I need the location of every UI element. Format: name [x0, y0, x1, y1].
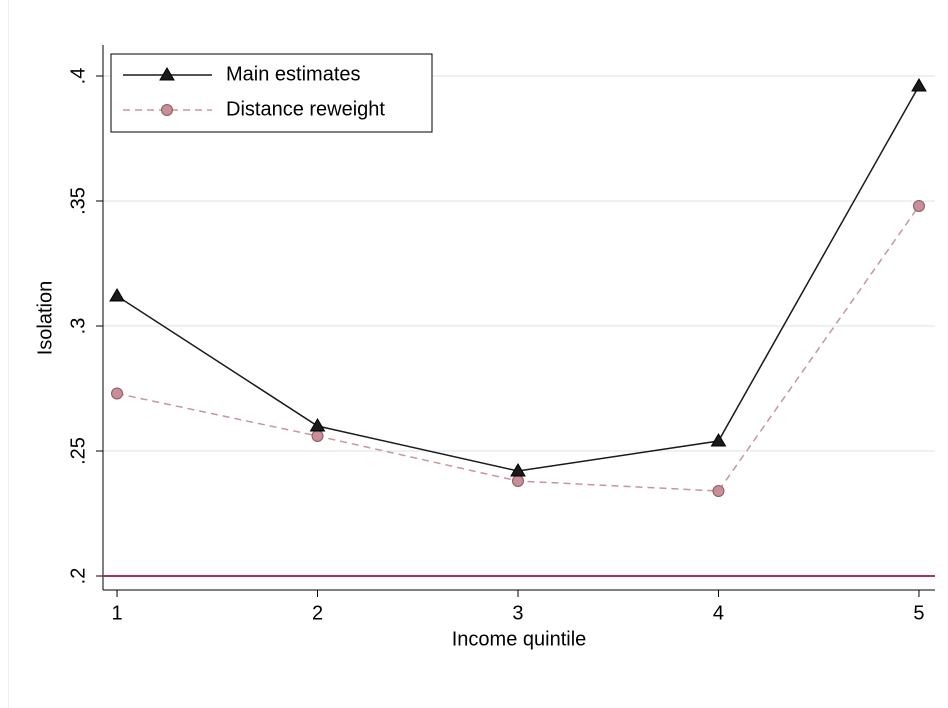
- legend-label: Main estimates: [226, 63, 361, 85]
- y-tick-label: .25: [67, 437, 89, 465]
- data-point: [712, 485, 725, 497]
- x-tick-label: 1: [111, 602, 122, 624]
- legend-label: Distance reweight: [226, 98, 385, 120]
- data-point: [511, 475, 524, 487]
- x-axis-label: Income quintile: [452, 628, 587, 650]
- data-point: [912, 200, 925, 212]
- y-axis-label: Isolation: [34, 281, 56, 356]
- y-tick-label: .4: [67, 68, 89, 85]
- legend-box: [110, 53, 433, 133]
- legend-marker: [159, 67, 175, 81]
- x-tick-label: 3: [512, 602, 523, 624]
- data-point: [309, 418, 326, 432]
- y-tick-label: .35: [67, 187, 89, 215]
- data-point: [111, 387, 124, 400]
- x-tick-label: 2: [312, 602, 323, 624]
- legend-marker: [161, 104, 173, 116]
- y-tick-label: .3: [67, 318, 89, 335]
- data-point: [911, 78, 927, 92]
- series-line: [116, 205, 920, 492]
- y-tick-label: .2: [67, 568, 89, 585]
- series-line: [116, 85, 920, 472]
- x-tick-label: 4: [713, 602, 724, 624]
- data-point: [311, 430, 324, 442]
- data-point: [109, 288, 125, 302]
- data-point: [710, 433, 727, 447]
- x-tick-label: 5: [913, 602, 924, 624]
- data-point: [510, 463, 526, 477]
